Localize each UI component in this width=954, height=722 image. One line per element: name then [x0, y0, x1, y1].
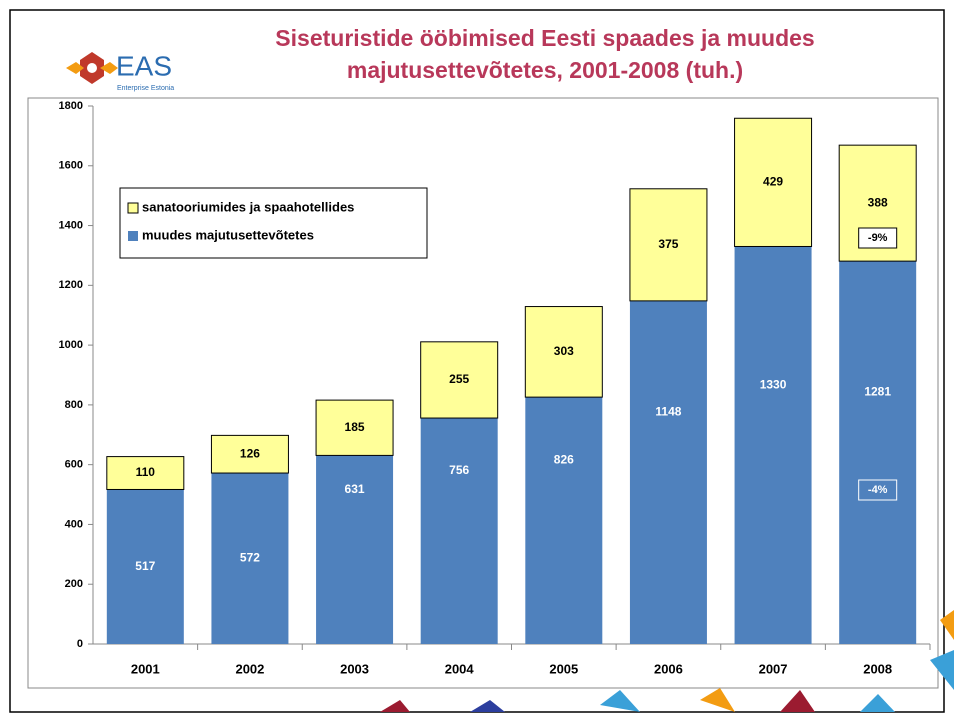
value-label: 572: [240, 551, 260, 565]
bar-segment: [839, 261, 916, 644]
y-tick-label: 600: [65, 459, 83, 471]
x-tick-label: 2002: [235, 661, 264, 676]
slide: EAS Enterprise Estonia Siseturistide ööb…: [0, 0, 954, 722]
y-tick-label: 1600: [59, 160, 83, 172]
chart-title: Siseturistide ööbimised Eesti spaades ja…: [275, 25, 814, 51]
bar-segment: [735, 246, 812, 644]
y-tick-label: 200: [65, 578, 83, 590]
bar-segment: [630, 301, 707, 644]
x-tick-label: 2001: [131, 661, 160, 676]
value-label: 756: [449, 463, 469, 477]
legend-label: sanatooriumides ja spaahotellides: [142, 199, 354, 214]
x-tick-label: 2008: [863, 661, 892, 676]
y-tick-label: 1800: [59, 100, 83, 112]
y-tick-label: 1000: [59, 339, 83, 351]
value-label: 1281: [864, 385, 891, 399]
chart-title: majutusettevõtetes, 2001-2008 (tuh.): [347, 57, 743, 83]
bar-segment: [421, 418, 498, 644]
value-label: 375: [658, 237, 678, 251]
value-label: 110: [136, 465, 156, 479]
x-tick-label: 2003: [340, 661, 369, 676]
value-label: 388: [868, 195, 888, 209]
value-label: 303: [554, 344, 574, 358]
value-label: 126: [240, 446, 260, 460]
y-tick-label: 400: [65, 518, 83, 530]
x-tick-label: 2004: [445, 661, 475, 676]
annotation: -9%: [868, 232, 888, 244]
annotation: -4%: [868, 484, 888, 496]
legend-swatch: [128, 203, 138, 213]
value-label: 1148: [655, 405, 681, 419]
logo-name: EAS: [116, 50, 172, 81]
page: EAS Enterprise Estonia Siseturistide ööb…: [0, 0, 954, 722]
value-label: 429: [763, 175, 783, 189]
value-label: 631: [345, 482, 365, 496]
y-tick-label: 1400: [59, 219, 83, 231]
value-label: 1330: [760, 377, 787, 391]
y-tick-label: 1200: [59, 279, 83, 291]
legend-label: muudes majutusettevõtetes: [142, 227, 314, 242]
value-label: 517: [135, 559, 155, 573]
y-tick-label: 800: [65, 399, 83, 411]
value-label: 185: [345, 420, 365, 434]
logo-subtitle: Enterprise Estonia: [117, 85, 174, 92]
value-label: 255: [449, 372, 469, 386]
x-tick-label: 2007: [759, 661, 788, 676]
x-tick-label: 2006: [654, 661, 683, 676]
value-label: 826: [554, 453, 574, 467]
legend-swatch: [128, 231, 138, 241]
y-tick-label: 0: [77, 638, 83, 650]
legend: sanatooriumides ja spaahotellides muudes …: [120, 188, 427, 258]
bar-segment: [525, 397, 602, 644]
x-tick-label: 2005: [549, 661, 578, 676]
